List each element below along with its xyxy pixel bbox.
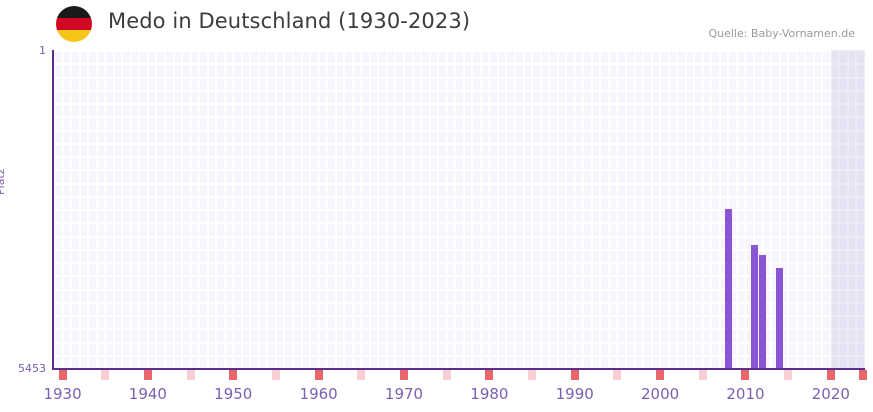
x-axis-minor-tick-2005 bbox=[698, 370, 707, 380]
gridline-horizontal bbox=[54, 262, 865, 264]
bar-2012[interactable] bbox=[759, 254, 767, 368]
gridline-horizontal bbox=[54, 63, 865, 65]
gridline-horizontal bbox=[54, 116, 865, 118]
x-axis-tick-1960 bbox=[314, 370, 323, 380]
x-axis-minor-tick-1975 bbox=[442, 370, 451, 380]
bar-2011[interactable] bbox=[750, 244, 758, 368]
gridline-horizontal bbox=[54, 355, 865, 357]
y-axis-tick-label-bottom: 5453 bbox=[18, 362, 46, 375]
gridline-horizontal bbox=[54, 169, 865, 171]
x-axis-tick-2000 bbox=[656, 370, 665, 380]
x-axis-minor-tick-1965 bbox=[357, 370, 366, 380]
gridline-horizontal bbox=[54, 249, 865, 251]
chart-header: Medo in Deutschland (1930-2023) Quelle: … bbox=[0, 0, 873, 50]
x-axis-label-1980: 1980 bbox=[470, 385, 509, 403]
x-axis-tick-2010 bbox=[741, 370, 750, 380]
gridline-horizontal bbox=[54, 275, 865, 277]
x-axis-label-1950: 1950 bbox=[214, 385, 253, 403]
x-axis-tick-1990 bbox=[570, 370, 579, 380]
x-axis-tick-1980 bbox=[485, 370, 494, 380]
x-axis-tick-end bbox=[859, 370, 867, 380]
gridline-horizontal bbox=[54, 156, 865, 158]
x-axis-label-2010: 2010 bbox=[726, 385, 765, 403]
gridline-horizontal bbox=[54, 143, 865, 145]
x-axis-label-2000: 2000 bbox=[641, 385, 680, 403]
x-axis-tick-1970 bbox=[400, 370, 408, 380]
gridline-horizontal bbox=[54, 103, 865, 105]
x-axis-minor-tick-1935 bbox=[101, 370, 110, 380]
x-axis-tick-1930 bbox=[58, 370, 67, 380]
x-axis-minor-tick-2015 bbox=[784, 370, 793, 380]
bar-2014[interactable] bbox=[776, 267, 784, 368]
x-axis-minor-tick-1945 bbox=[186, 370, 195, 380]
x-axis-tick-1940 bbox=[143, 370, 152, 380]
gridline-horizontal bbox=[54, 77, 865, 79]
gridline-horizontal bbox=[54, 222, 865, 224]
gridline-horizontal bbox=[54, 130, 865, 132]
gridline-horizontal bbox=[54, 236, 865, 238]
gridline-horizontal bbox=[54, 183, 865, 185]
gridline-horizontal bbox=[54, 342, 865, 344]
page-title: Medo in Deutschland (1930-2023) bbox=[108, 9, 471, 33]
gridline-horizontal bbox=[54, 50, 865, 52]
y-axis-title: Platz bbox=[0, 168, 7, 195]
gridline-horizontal bbox=[54, 196, 865, 198]
gridlines bbox=[54, 50, 865, 368]
gridline-horizontal bbox=[54, 315, 865, 317]
x-axis-label-1960: 1960 bbox=[299, 385, 338, 403]
x-axis-minor-tick-1985 bbox=[528, 370, 537, 380]
y-axis-tick-label-top: 1 bbox=[39, 44, 46, 57]
x-axis-line bbox=[54, 368, 865, 370]
x-axis-label-1940: 1940 bbox=[128, 385, 167, 403]
gridline-horizontal bbox=[54, 90, 865, 92]
x-axis-minor-tick-1955 bbox=[271, 370, 280, 380]
x-axis-label-1990: 1990 bbox=[555, 385, 594, 403]
y-axis-line bbox=[52, 50, 54, 370]
bar-2008[interactable] bbox=[724, 208, 732, 368]
shaded-future-region bbox=[830, 50, 865, 368]
x-axis-label-2020: 2020 bbox=[811, 385, 850, 403]
germany-flag-icon bbox=[56, 6, 92, 42]
gridline-horizontal bbox=[54, 209, 865, 211]
x-axis-label-1930: 1930 bbox=[43, 385, 82, 403]
gridline-horizontal bbox=[54, 302, 865, 304]
gridline-horizontal bbox=[54, 289, 865, 291]
gridline-horizontal bbox=[54, 328, 865, 330]
x-axis-minor-tick-1995 bbox=[613, 370, 622, 380]
plot-area bbox=[54, 50, 865, 368]
x-axis-label-1970: 1970 bbox=[384, 385, 424, 403]
x-axis-tick-1950 bbox=[229, 370, 238, 380]
x-axis-tick-2020 bbox=[826, 370, 835, 380]
source-attribution: Quelle: Baby-Vornamen.de bbox=[708, 27, 855, 40]
